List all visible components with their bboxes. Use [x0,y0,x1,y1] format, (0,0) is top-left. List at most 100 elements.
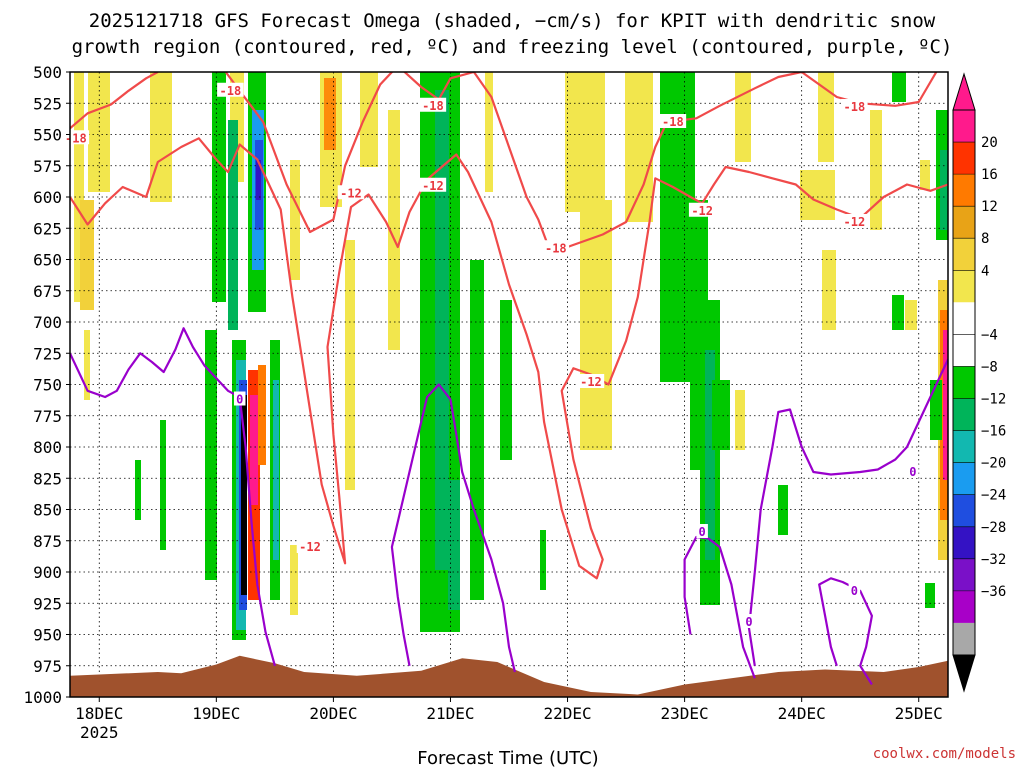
omega-sink-band [388,110,400,350]
omega-sink-band [735,390,745,450]
y-tick-label: 975 [33,657,62,676]
x-tick-label: 19DEC [192,704,240,723]
contour-label-bg [542,240,570,255]
y-tick-label: 900 [33,563,62,582]
colorbar-label: 4 [981,263,989,279]
x-axis-label: Forecast Time (UTC) [417,748,598,768]
contour-label-bg [62,130,90,145]
omega-sink-core [250,395,258,505]
contour-label-bg [688,202,716,217]
freezing-contours [70,327,948,686]
omega-sink-band [74,72,84,302]
chart-title-line2: growth region (contoured, red, ºC) and f… [72,36,953,58]
omega-sink-band [625,72,653,222]
x-tick-label: 22DEC [543,704,591,723]
x-tick-label: 24DEC [778,704,826,723]
omega-lift-band [540,530,546,590]
contour-label: -18 [65,131,87,145]
contour-label: 0 [909,465,916,479]
colorbar-label: −20 [981,456,1006,472]
contour-label: -12 [844,215,866,229]
contour-label-bg [233,391,246,406]
freezing-contour-line [390,383,516,673]
contour-label-bg [743,614,755,628]
colorbar-frame [952,109,976,656]
contour-label-bg [659,114,687,128]
omega-sink-band [345,240,355,490]
omega-lift-band [940,150,948,230]
contour-label: -12 [340,186,362,200]
contour-label-bg [419,177,447,192]
freezing-contour-line [747,359,948,666]
omega-lift-band [205,330,217,580]
omega-lift-band [470,260,484,600]
colorbar-label: −4 [981,327,998,343]
omega-sink-band [324,78,336,150]
terrain-fill [70,655,948,697]
omega-sink-band [84,330,90,400]
y-tick-label: 850 [33,501,62,520]
omega-sink-band [920,160,930,190]
y-tick-label: 525 [33,94,62,113]
dgz-contour-line [70,137,948,580]
colorbar-bin [953,590,975,623]
y-tick-label: 725 [33,344,62,363]
contour-label: -18 [545,241,567,255]
omega-lift-band [273,380,279,560]
contour-label: -18 [662,115,684,129]
colorbar-bin [953,622,975,655]
contour-label-bg [907,464,919,478]
omega-lift-band [500,300,512,460]
contour-label-bg [696,524,708,538]
contour-label: -18 [422,99,444,113]
omega-sink-band [735,72,751,162]
colorbar-label: −32 [981,552,1006,568]
omega-sink-band [822,250,836,330]
y-tick-label: 950 [33,626,62,645]
y-tick-label: 550 [33,126,62,145]
contour-label: -12 [691,204,713,218]
y-tick-label: 1000 [23,688,62,707]
colorbar-bin [953,366,975,399]
contour-label-bg [419,97,447,112]
colorbar-bin [953,206,975,239]
colorbar-bin [953,558,975,591]
y-tick-label: 825 [33,469,62,488]
omega-lift-band [930,380,942,440]
x-tick-label: 18DEC [75,704,123,723]
freezing-contour-line [683,535,756,679]
colorbar-label: 8 [981,231,989,247]
dgz-contour-line [224,72,938,252]
y-tick-label: 575 [33,157,62,176]
omega-lift-band [892,295,904,330]
omega-lift-band [256,160,261,200]
colorbar-bin [953,430,975,463]
chart-title-line1: 2025121718 GFS Forecast Omega (shaded, −… [89,10,936,32]
y-tick-label: 625 [33,219,62,238]
contour-label-bg [217,82,244,97]
contour-label-bg [337,185,365,200]
omega-sink-band [290,160,300,280]
colorbar: 20 16 12 8 4 −4 −8 −12 −16 −20 −24 −28 −32 −36 [952,72,1006,693]
colorbar-label: −36 [981,584,1006,600]
y-tick-label: 600 [33,188,62,207]
contour-label-bg [841,214,868,228]
colorbar-label: −8 [981,359,998,375]
contour-label: -18 [844,100,866,114]
y-tick-label: 700 [33,313,62,332]
contour-label: -18 [220,84,242,98]
colorbar-bin [953,334,975,367]
contour-label-bg [848,582,861,597]
y-tick-label: 800 [33,438,62,457]
y-tick-label: 750 [33,376,62,395]
colorbar-bin [953,494,975,527]
x-tick-label: 25DEC [895,704,943,723]
colorbar-label: −24 [981,488,1006,504]
omega-sink-core [258,365,266,465]
colorbar-label: 20 [981,135,998,151]
contour-label: 0 [851,584,858,598]
contour-label: -12 [580,375,602,389]
colorbar-bin [953,398,975,431]
